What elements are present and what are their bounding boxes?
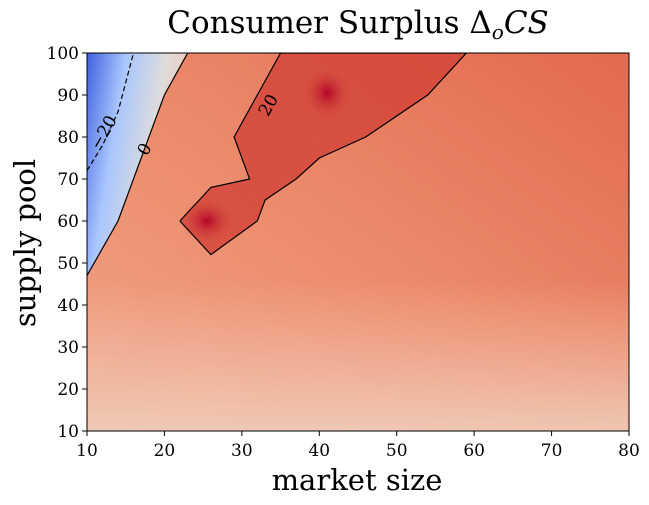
x-tick-label: 10 [76,441,98,461]
y-tick-label: 20 [57,380,79,400]
x-axis-label: market size [272,463,443,497]
contour-line [179,53,468,256]
heatmap-field [87,53,629,431]
x-tick-label: 20 [154,441,176,461]
high-surplus-region [179,53,467,255]
y-tick-label: 70 [57,170,79,190]
contour-line [87,53,135,171]
y-axis-label: supply pool [8,159,42,327]
x-tick-label: 30 [231,441,253,461]
y-tick-label: 80 [57,128,79,148]
y-tick-label: 100 [47,44,79,64]
y-tick-label: 60 [57,212,79,232]
negative-surplus-region [87,53,188,276]
x-tick-label: 60 [463,441,485,461]
contour-line [87,53,189,276]
y-tick-label: 40 [57,296,79,316]
x-tick-label: 40 [308,441,330,461]
y-tick-label: 50 [57,254,79,274]
peak-hotspot [181,199,234,243]
y-tick-label: 30 [57,338,79,358]
y-tick-label: 90 [57,86,79,106]
x-tick-label: 70 [541,441,563,461]
peak-hotspot [303,66,352,119]
y-tick-label: 10 [57,422,79,442]
x-tick-label: 50 [386,441,408,461]
plot-frame [86,52,630,432]
chart-title: Consumer Surplus ΔoCS [167,5,549,44]
x-tick-label: 80 [618,441,640,461]
